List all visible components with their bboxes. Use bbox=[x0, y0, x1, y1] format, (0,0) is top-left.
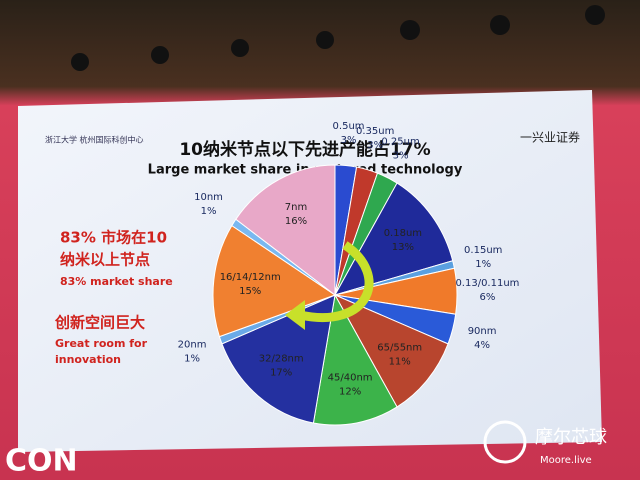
slice-label: 0.15um bbox=[464, 245, 502, 256]
arrow bbox=[299, 241, 374, 322]
slice-value-label: 15% bbox=[239, 286, 261, 297]
slice-label: 16/14/12nm bbox=[220, 272, 281, 283]
note: 纳米以上节点 bbox=[60, 251, 150, 269]
pie-slice bbox=[333, 293, 449, 408]
pie-slice bbox=[221, 294, 336, 424]
note: innovation bbox=[55, 353, 121, 366]
slice-value-label: 3% bbox=[393, 150, 409, 161]
slice-value-label: 13% bbox=[392, 242, 414, 253]
slice-label: 20nm bbox=[178, 340, 207, 351]
watermark-logo bbox=[483, 420, 527, 464]
slice-label: 0.13/0.11um bbox=[455, 278, 519, 289]
pie-slice bbox=[235, 164, 336, 297]
slice-label: 32/28nm bbox=[259, 354, 304, 365]
note: 83% 市场在10 bbox=[60, 229, 167, 247]
slice-value-label: 1% bbox=[475, 259, 491, 270]
arrow-head bbox=[285, 300, 305, 330]
logo: 浙江大学 杭州国际科创中心 bbox=[45, 135, 144, 145]
slice-label: 0.5um bbox=[333, 121, 365, 132]
slice-label: 0.35um bbox=[356, 126, 394, 137]
slice-label: 0.18um bbox=[384, 228, 422, 239]
slice-value-label: 3% bbox=[367, 140, 383, 151]
watermark-url: Moore.live bbox=[540, 455, 592, 466]
slice-value-label: 4% bbox=[474, 340, 490, 351]
slice-value-label: 12% bbox=[339, 387, 361, 398]
pie-slice bbox=[212, 224, 337, 338]
slice-value-label: 1% bbox=[184, 354, 200, 365]
slice-value-label: 11% bbox=[389, 356, 411, 367]
note: 83% market share bbox=[60, 275, 173, 288]
slice-value-label: 16% bbox=[285, 216, 307, 227]
slice-label: 45/40nm bbox=[328, 373, 373, 384]
stage-sign: CON bbox=[5, 444, 78, 479]
note: Great room for bbox=[55, 337, 148, 350]
pie-slice bbox=[312, 293, 398, 426]
notes: 83% 市场在10 纳米以上节点 83% market share 创新空间巨大… bbox=[54, 229, 173, 367]
note: 创新空间巨大 bbox=[54, 314, 145, 332]
slice-label: 7nm bbox=[285, 202, 307, 213]
slice-value-label: 3% bbox=[341, 135, 357, 146]
slice-value-label: 1% bbox=[201, 206, 217, 217]
chart-title: 10纳米节点以下先进产能占17% bbox=[179, 139, 430, 160]
slice-value-label: 17% bbox=[270, 368, 292, 379]
slice-label: 0.25um bbox=[381, 136, 419, 147]
watermark-name: 摩尔芯球 bbox=[535, 427, 607, 448]
slice-label: 90nm bbox=[468, 326, 497, 337]
slice-value-label: 6% bbox=[479, 292, 495, 303]
slice-label: 65/55nm bbox=[377, 342, 422, 353]
source: 一兴业证券 bbox=[520, 130, 580, 145]
slice-label: 10nm bbox=[194, 192, 223, 203]
stage-lights bbox=[71, 5, 605, 71]
